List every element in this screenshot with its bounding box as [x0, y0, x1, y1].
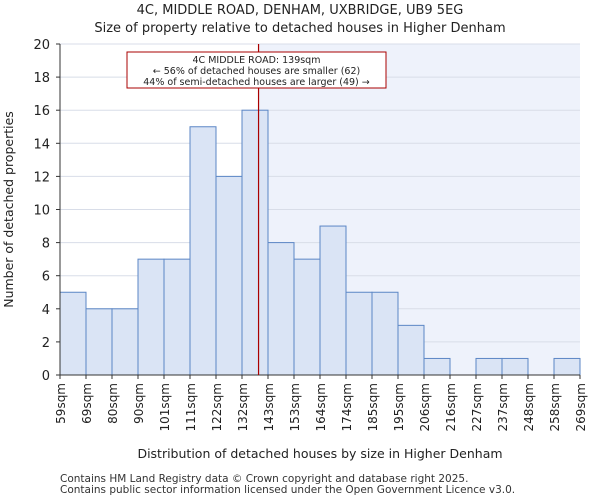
x-tick-label: 248sqm: [522, 383, 536, 431]
histogram-bar: [59, 291, 87, 376]
histogram-bar: [215, 175, 243, 376]
y-tick-label: 6: [42, 270, 50, 285]
histogram-bar: [475, 357, 503, 376]
histogram-bar: [293, 258, 321, 376]
x-tick-label: 80sqm: [106, 383, 120, 424]
histogram-bar: [319, 225, 347, 376]
footer-line-1: Contains HM Land Registry data © Crown c…: [60, 473, 469, 485]
histogram-bar: [423, 357, 451, 376]
x-tick-label: 59sqm: [54, 383, 68, 424]
y-tick-label: 12: [33, 170, 50, 185]
histogram-bar: [111, 308, 139, 376]
histogram-bar: [345, 291, 373, 376]
y-tick-label: 2: [42, 336, 50, 351]
x-tick-label: 269sqm: [574, 383, 588, 431]
histogram-bar: [371, 291, 399, 376]
x-tick-label: 111sqm: [184, 383, 198, 431]
annotation-line-1: 4C MIDDLE ROAD: 139sqm: [193, 55, 321, 66]
x-tick-label: 69sqm: [80, 383, 94, 424]
x-tick-label: 122sqm: [210, 383, 224, 431]
y-tick-label: 10: [33, 204, 50, 219]
x-tick-label: 90sqm: [132, 383, 146, 424]
histogram-bar: [189, 126, 217, 376]
y-tick-label: 18: [33, 71, 50, 86]
y-tick-label: 0: [42, 369, 50, 384]
x-axis-label: Distribution of detached houses by size …: [137, 446, 502, 461]
chart-title: 4C, MIDDLE ROAD, DENHAM, UXBRIDGE, UB9 5…: [136, 3, 464, 18]
x-tick-label: 237sqm: [496, 383, 510, 431]
annotation-line-3: 44% of semi-detached houses are larger (…: [143, 77, 370, 88]
y-tick-label: 8: [42, 237, 50, 252]
x-tick-label: 153sqm: [288, 383, 302, 431]
y-tick-label: 16: [33, 104, 50, 119]
y-tick-label: 20: [33, 38, 50, 53]
x-tick-label: 132sqm: [236, 383, 250, 431]
y-tick-label: 14: [33, 137, 50, 152]
x-tick-label: 143sqm: [262, 383, 276, 431]
histogram-bar: [501, 357, 529, 376]
x-tick-label: 101sqm: [158, 383, 172, 431]
histogram-bar: [85, 308, 113, 376]
histogram-bar: [163, 258, 191, 376]
histogram-bar: [241, 109, 269, 376]
x-tick-label: 185sqm: [366, 383, 380, 431]
y-axis-label: Number of detached properties: [1, 111, 16, 308]
annotation-box: [126, 51, 387, 89]
x-tick-label: 216sqm: [444, 383, 458, 431]
footer-line-2: Contains public sector information licen…: [60, 484, 516, 496]
histogram-bar: [553, 357, 581, 376]
x-tick-label: 227sqm: [470, 383, 484, 431]
x-tick-label: 164sqm: [314, 383, 328, 431]
x-tick-label: 195sqm: [392, 383, 406, 431]
chart-subtitle: Size of property relative to detached ho…: [94, 21, 506, 36]
histogram-bar: [267, 242, 295, 376]
x-tick-label: 174sqm: [340, 383, 354, 431]
histogram-bar: [137, 258, 165, 376]
y-tick-label: 4: [42, 303, 50, 318]
histogram-bar: [397, 324, 425, 376]
x-tick-label: 206sqm: [418, 383, 432, 431]
annotation-line-2: ← 56% of detached houses are smaller (62…: [153, 66, 360, 77]
x-tick-label: 258sqm: [548, 383, 562, 431]
